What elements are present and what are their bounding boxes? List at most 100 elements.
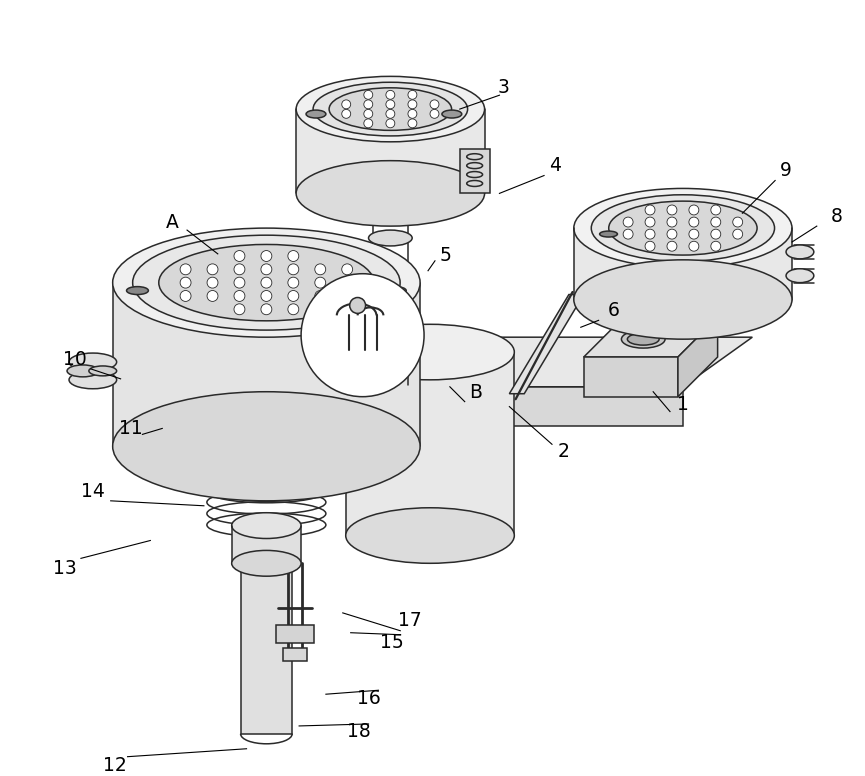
Circle shape bbox=[315, 290, 326, 301]
Circle shape bbox=[261, 264, 272, 275]
Ellipse shape bbox=[786, 268, 814, 282]
Text: 5: 5 bbox=[440, 246, 452, 265]
Circle shape bbox=[667, 241, 677, 251]
Polygon shape bbox=[232, 525, 301, 563]
Ellipse shape bbox=[232, 550, 301, 577]
Polygon shape bbox=[240, 531, 292, 734]
Polygon shape bbox=[509, 295, 584, 393]
Circle shape bbox=[234, 251, 245, 262]
Circle shape bbox=[711, 205, 721, 215]
Circle shape bbox=[689, 229, 699, 239]
Ellipse shape bbox=[69, 371, 117, 389]
Circle shape bbox=[315, 277, 326, 288]
Text: 3: 3 bbox=[497, 78, 509, 97]
Circle shape bbox=[180, 264, 191, 275]
Circle shape bbox=[288, 290, 298, 301]
Ellipse shape bbox=[112, 392, 420, 501]
Circle shape bbox=[408, 90, 417, 99]
Circle shape bbox=[342, 109, 350, 118]
Circle shape bbox=[364, 100, 373, 109]
Circle shape bbox=[301, 274, 424, 397]
Ellipse shape bbox=[306, 110, 326, 118]
Circle shape bbox=[645, 241, 655, 251]
Circle shape bbox=[645, 217, 655, 227]
Text: 18: 18 bbox=[347, 722, 370, 741]
Ellipse shape bbox=[126, 286, 149, 295]
Ellipse shape bbox=[592, 195, 774, 262]
Circle shape bbox=[711, 241, 721, 251]
Circle shape bbox=[234, 304, 245, 315]
Ellipse shape bbox=[786, 245, 814, 259]
Text: 6: 6 bbox=[607, 301, 619, 320]
Ellipse shape bbox=[627, 333, 659, 345]
Polygon shape bbox=[584, 357, 678, 397]
Polygon shape bbox=[138, 338, 207, 427]
Circle shape bbox=[207, 290, 218, 301]
Circle shape bbox=[207, 264, 218, 275]
Ellipse shape bbox=[573, 260, 792, 339]
Ellipse shape bbox=[442, 110, 462, 118]
Polygon shape bbox=[143, 375, 261, 411]
Ellipse shape bbox=[368, 230, 412, 246]
Ellipse shape bbox=[89, 366, 117, 376]
Ellipse shape bbox=[329, 88, 452, 130]
Ellipse shape bbox=[599, 231, 618, 237]
Circle shape bbox=[430, 109, 439, 118]
Bar bbox=[283, 648, 307, 661]
Circle shape bbox=[711, 217, 721, 227]
Circle shape bbox=[408, 119, 417, 128]
Circle shape bbox=[408, 100, 417, 109]
Circle shape bbox=[234, 264, 245, 275]
Circle shape bbox=[623, 217, 633, 227]
Text: 17: 17 bbox=[398, 611, 422, 630]
Ellipse shape bbox=[159, 244, 374, 320]
Circle shape bbox=[386, 109, 394, 118]
Polygon shape bbox=[296, 109, 484, 193]
Text: A: A bbox=[166, 213, 178, 232]
Circle shape bbox=[288, 264, 298, 275]
Circle shape bbox=[207, 277, 218, 288]
Bar bbox=[276, 625, 314, 643]
Ellipse shape bbox=[313, 82, 468, 136]
Circle shape bbox=[689, 205, 699, 215]
Text: 13: 13 bbox=[53, 559, 77, 578]
Circle shape bbox=[180, 290, 191, 301]
Ellipse shape bbox=[346, 508, 515, 563]
Circle shape bbox=[261, 304, 272, 315]
Polygon shape bbox=[138, 338, 753, 386]
Text: 9: 9 bbox=[780, 161, 792, 180]
Circle shape bbox=[288, 304, 298, 315]
Circle shape bbox=[261, 251, 272, 262]
Polygon shape bbox=[143, 411, 221, 449]
Circle shape bbox=[645, 205, 655, 215]
Text: 12: 12 bbox=[103, 756, 126, 775]
Circle shape bbox=[645, 229, 655, 239]
Ellipse shape bbox=[132, 235, 400, 330]
Circle shape bbox=[342, 264, 353, 275]
Polygon shape bbox=[584, 317, 718, 357]
Circle shape bbox=[711, 229, 721, 239]
Circle shape bbox=[234, 290, 245, 301]
Circle shape bbox=[364, 90, 373, 99]
Polygon shape bbox=[678, 317, 718, 397]
Circle shape bbox=[288, 251, 298, 262]
Ellipse shape bbox=[346, 324, 515, 379]
Circle shape bbox=[342, 290, 353, 301]
Text: 4: 4 bbox=[549, 156, 561, 175]
Circle shape bbox=[349, 297, 366, 314]
Circle shape bbox=[234, 277, 245, 288]
Polygon shape bbox=[112, 282, 420, 446]
Polygon shape bbox=[138, 386, 682, 427]
Text: B: B bbox=[469, 383, 482, 402]
Ellipse shape bbox=[384, 286, 407, 295]
Circle shape bbox=[430, 100, 439, 109]
Circle shape bbox=[386, 100, 394, 109]
Circle shape bbox=[689, 217, 699, 227]
Circle shape bbox=[667, 229, 677, 239]
Text: 10: 10 bbox=[63, 351, 86, 369]
Circle shape bbox=[386, 90, 394, 99]
Circle shape bbox=[667, 217, 677, 227]
Polygon shape bbox=[221, 375, 261, 449]
Text: 15: 15 bbox=[381, 633, 404, 652]
Circle shape bbox=[315, 264, 326, 275]
